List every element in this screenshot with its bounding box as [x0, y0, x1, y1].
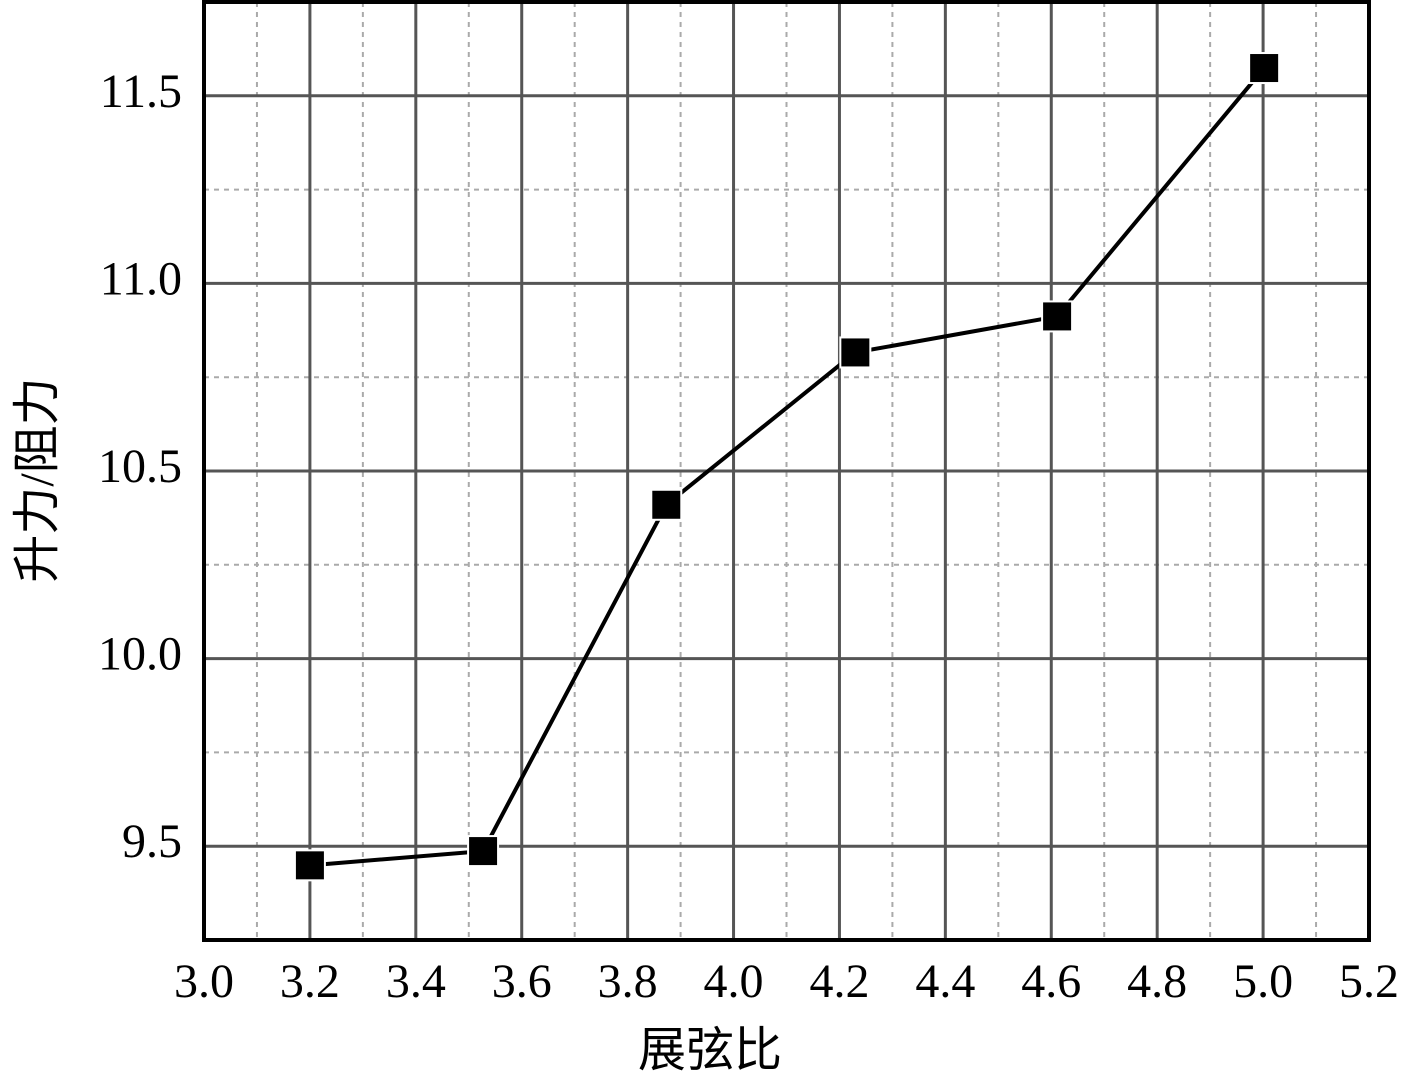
marker: [650, 488, 683, 521]
x-tick-label: 4.2: [809, 955, 869, 1008]
y-tick-label: 9.5: [122, 815, 182, 868]
x-tick-label: 3.4: [386, 955, 446, 1008]
x-axis-label: 展弦比: [638, 1024, 782, 1077]
y-tick-label: 10.0: [98, 628, 182, 681]
x-tick-label: 4.4: [915, 955, 975, 1008]
x-tick-label: 5.2: [1339, 955, 1399, 1008]
marker: [1041, 300, 1074, 333]
y-tick-label: 10.5: [98, 440, 182, 493]
y-tick-label: 11.5: [100, 65, 182, 118]
x-tick-label: 3.8: [598, 955, 658, 1008]
marker: [1248, 52, 1281, 85]
y-axis-label: 升力/阻力: [11, 377, 64, 582]
x-tick-label: 4.6: [1021, 955, 1081, 1008]
series-line: [309, 66, 1266, 868]
x-tick-label: 4.0: [704, 955, 764, 1008]
marker: [467, 835, 500, 868]
x-tick-label: 3.2: [280, 955, 340, 1008]
x-tick-label: 3.6: [492, 955, 552, 1008]
marker: [839, 336, 872, 369]
x-tick-label: 3.0: [174, 955, 234, 1008]
x-tick-label: 5.0: [1233, 955, 1293, 1008]
plot-frame: [202, 0, 1371, 942]
x-tick-label: 4.8: [1127, 955, 1187, 1008]
y-tick-label: 11.0: [100, 252, 182, 305]
marker: [293, 849, 326, 882]
